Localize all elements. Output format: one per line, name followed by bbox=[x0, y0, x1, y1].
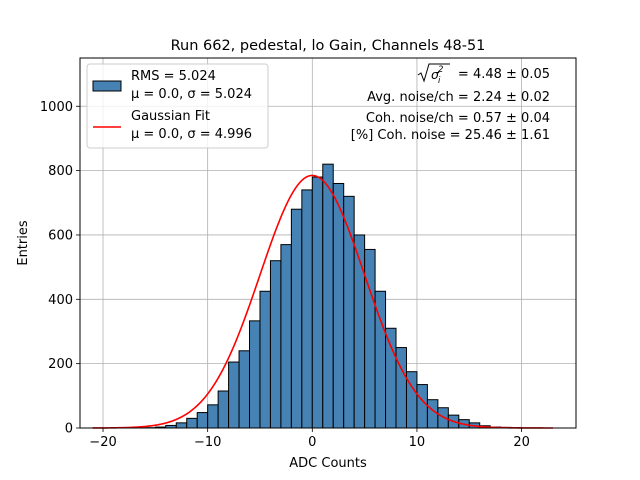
histogram-bar bbox=[196, 412, 209, 429]
svg-text:σ: σ bbox=[431, 67, 440, 82]
x-tick-label: 0 bbox=[308, 435, 316, 450]
histogram-bar bbox=[259, 290, 271, 429]
legend: RMS = 5.024 μ = 0.0, σ = 5.024 Gaussian … bbox=[86, 63, 269, 149]
y-tick-label: 600 bbox=[48, 228, 73, 243]
annotation-sigma-total: = 4.48 ± 0.05 bbox=[458, 67, 550, 82]
y-tick-label: 1000 bbox=[40, 100, 73, 115]
legend-histogram-label-line2: μ = 0.0, σ = 5.024 bbox=[131, 87, 252, 102]
histogram-bar bbox=[353, 234, 366, 429]
svg-text:i: i bbox=[438, 76, 441, 86]
y-tick-label: 0 bbox=[65, 422, 73, 437]
x-tick-label: −20 bbox=[89, 435, 116, 450]
histogram-bar bbox=[332, 182, 345, 429]
x-tick-label: −10 bbox=[194, 435, 221, 450]
y-axis-label: Entries bbox=[16, 220, 31, 266]
histogram-bar bbox=[280, 244, 292, 429]
annotation-avg-noise: Avg. noise/ch = 2.24 ± 0.02 bbox=[367, 90, 550, 105]
histogram-bar bbox=[437, 407, 449, 429]
annotation-coh-percent: [%] Coh. noise = 25.46 ± 1.61 bbox=[351, 128, 550, 143]
histogram-bar bbox=[290, 208, 303, 429]
y-tick-label: 200 bbox=[48, 357, 73, 372]
y-tick-label: 800 bbox=[48, 164, 73, 179]
sqrt-sigma-symbol: σ 2 i bbox=[417, 63, 450, 86]
legend-histogram-swatch bbox=[92, 80, 122, 92]
y-tick-label: 400 bbox=[48, 293, 73, 308]
x-axis-label: ADC Counts bbox=[289, 456, 367, 471]
histogram-bar bbox=[238, 350, 251, 429]
histogram-bar bbox=[322, 163, 334, 429]
x-tick-label: 10 bbox=[409, 435, 426, 450]
legend-fit-label-line1: Gaussian Fit bbox=[131, 109, 210, 124]
gaussian-fit-curve bbox=[92, 174, 553, 429]
histogram-bar bbox=[228, 361, 240, 429]
histogram-bar bbox=[269, 260, 282, 429]
x-tick-label: 20 bbox=[513, 435, 530, 450]
noise-annotations: σ 2 i = 4.48 ± 0.05 Avg. noise/ch = 2.24… bbox=[351, 63, 550, 143]
histogram-bar bbox=[311, 176, 324, 429]
legend-fit-label-line2: μ = 0.0, σ = 4.996 bbox=[131, 127, 252, 142]
legend-box bbox=[86, 63, 269, 149]
legend-histogram-label-line1: RMS = 5.024 bbox=[131, 69, 216, 84]
histogram-bar bbox=[175, 422, 188, 429]
histogram-bar bbox=[207, 404, 219, 429]
chart-title: Run 662, pedestal, lo Gain, Channels 48-… bbox=[171, 38, 486, 54]
histogram-bar bbox=[301, 189, 313, 429]
axes-frame bbox=[79, 57, 577, 429]
histogram-bar bbox=[186, 417, 198, 429]
svg-text:2: 2 bbox=[438, 65, 443, 75]
histogram-bar bbox=[364, 248, 376, 429]
histogram-bar bbox=[385, 327, 397, 429]
histogram-bar bbox=[416, 384, 428, 429]
annotation-coh-noise: Coh. noise/ch = 0.57 ± 0.04 bbox=[366, 111, 550, 126]
histogram-bar bbox=[249, 320, 261, 429]
histogram-bar bbox=[217, 390, 230, 429]
histogram-bar bbox=[426, 399, 439, 429]
